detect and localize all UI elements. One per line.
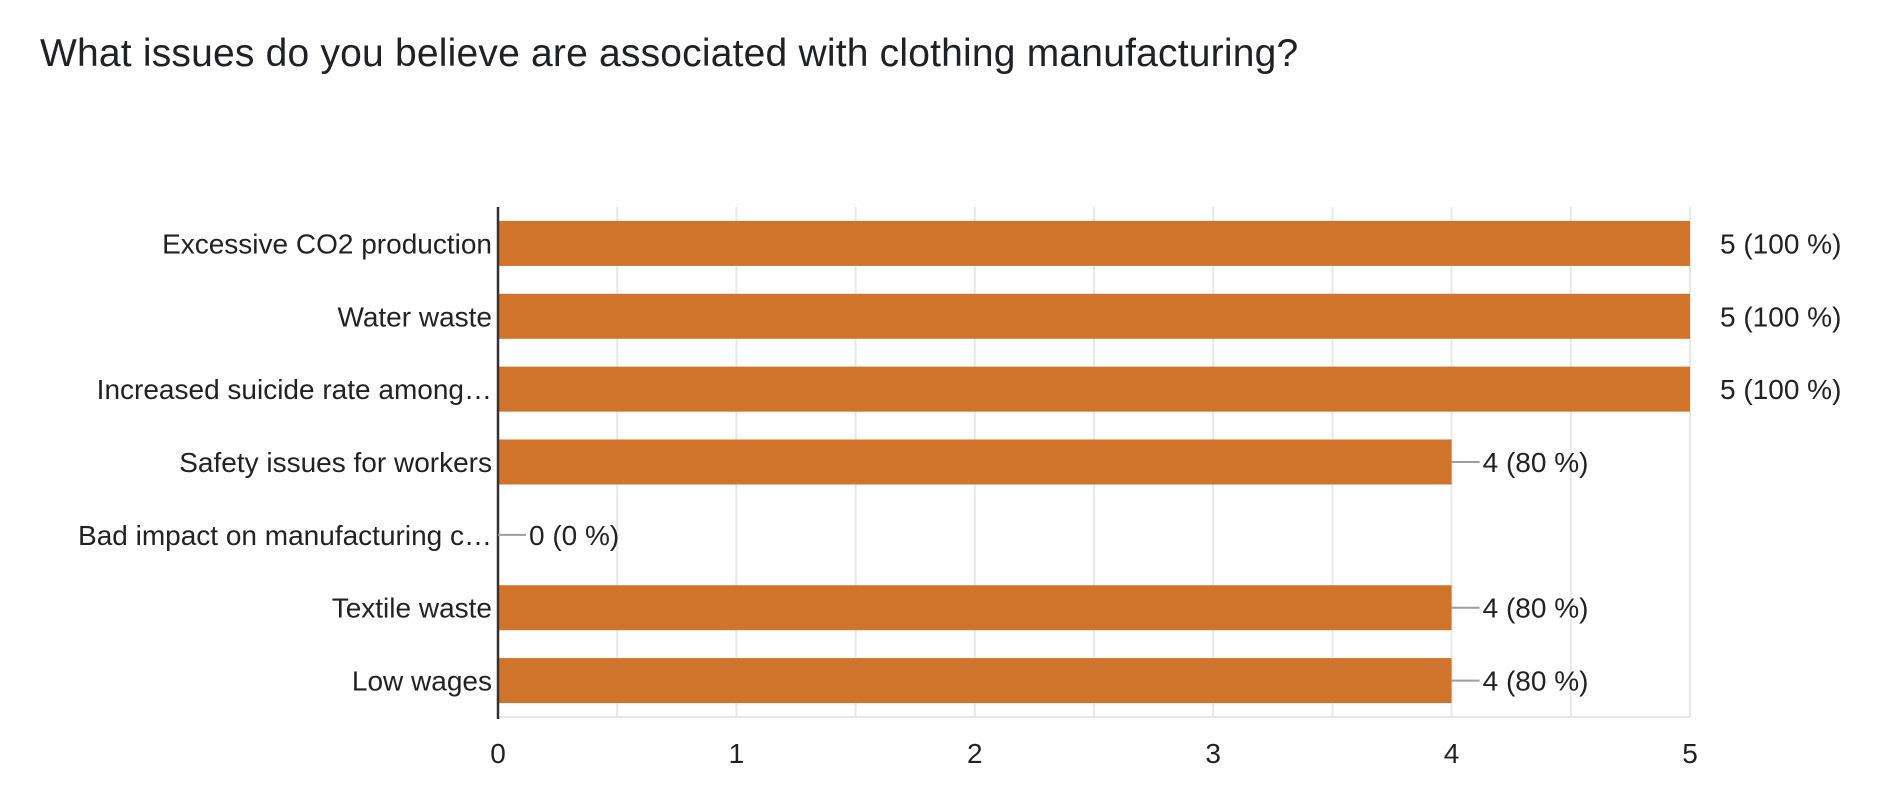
- labels: 0 1 2 3 4 5 Excessive CO2 production 5 (100 %) W…: [78, 228, 1841, 769]
- x-tick-label: 2: [967, 738, 983, 769]
- category-label: Textile waste: [332, 593, 492, 624]
- data-label: 5 (100 %): [1720, 301, 1841, 332]
- bar: [498, 658, 1452, 704]
- data-label: 4 (80 %): [1483, 666, 1589, 697]
- data-label: 0 (0 %): [529, 520, 619, 551]
- data-label: 5 (100 %): [1720, 374, 1841, 405]
- bar: [498, 293, 1690, 339]
- bars: [498, 220, 1690, 704]
- category-label: Safety issues for workers: [179, 447, 492, 478]
- category-label: Increased suicide rate among…: [97, 374, 492, 405]
- x-tick-label: 0: [490, 738, 506, 769]
- x-tick-label: 1: [729, 738, 745, 769]
- category-label: Bad impact on manufacturing c…: [78, 520, 492, 551]
- bar: [498, 439, 1452, 485]
- category-label: Low wages: [352, 666, 492, 697]
- bar: [498, 220, 1690, 266]
- question-title: What issues do you believe are associate…: [40, 32, 1299, 75]
- x-tick-label: 4: [1444, 738, 1460, 769]
- x-tick-label: 3: [1205, 738, 1221, 769]
- data-label: 4 (80 %): [1483, 447, 1589, 478]
- category-label: Water waste: [337, 301, 492, 332]
- bar: [498, 585, 1452, 631]
- category-label: Excessive CO2 production: [162, 228, 492, 259]
- data-label: 5 (100 %): [1720, 228, 1841, 259]
- data-label: 4 (80 %): [1483, 593, 1589, 624]
- x-tick-label: 5: [1682, 738, 1698, 769]
- bar: [498, 366, 1690, 412]
